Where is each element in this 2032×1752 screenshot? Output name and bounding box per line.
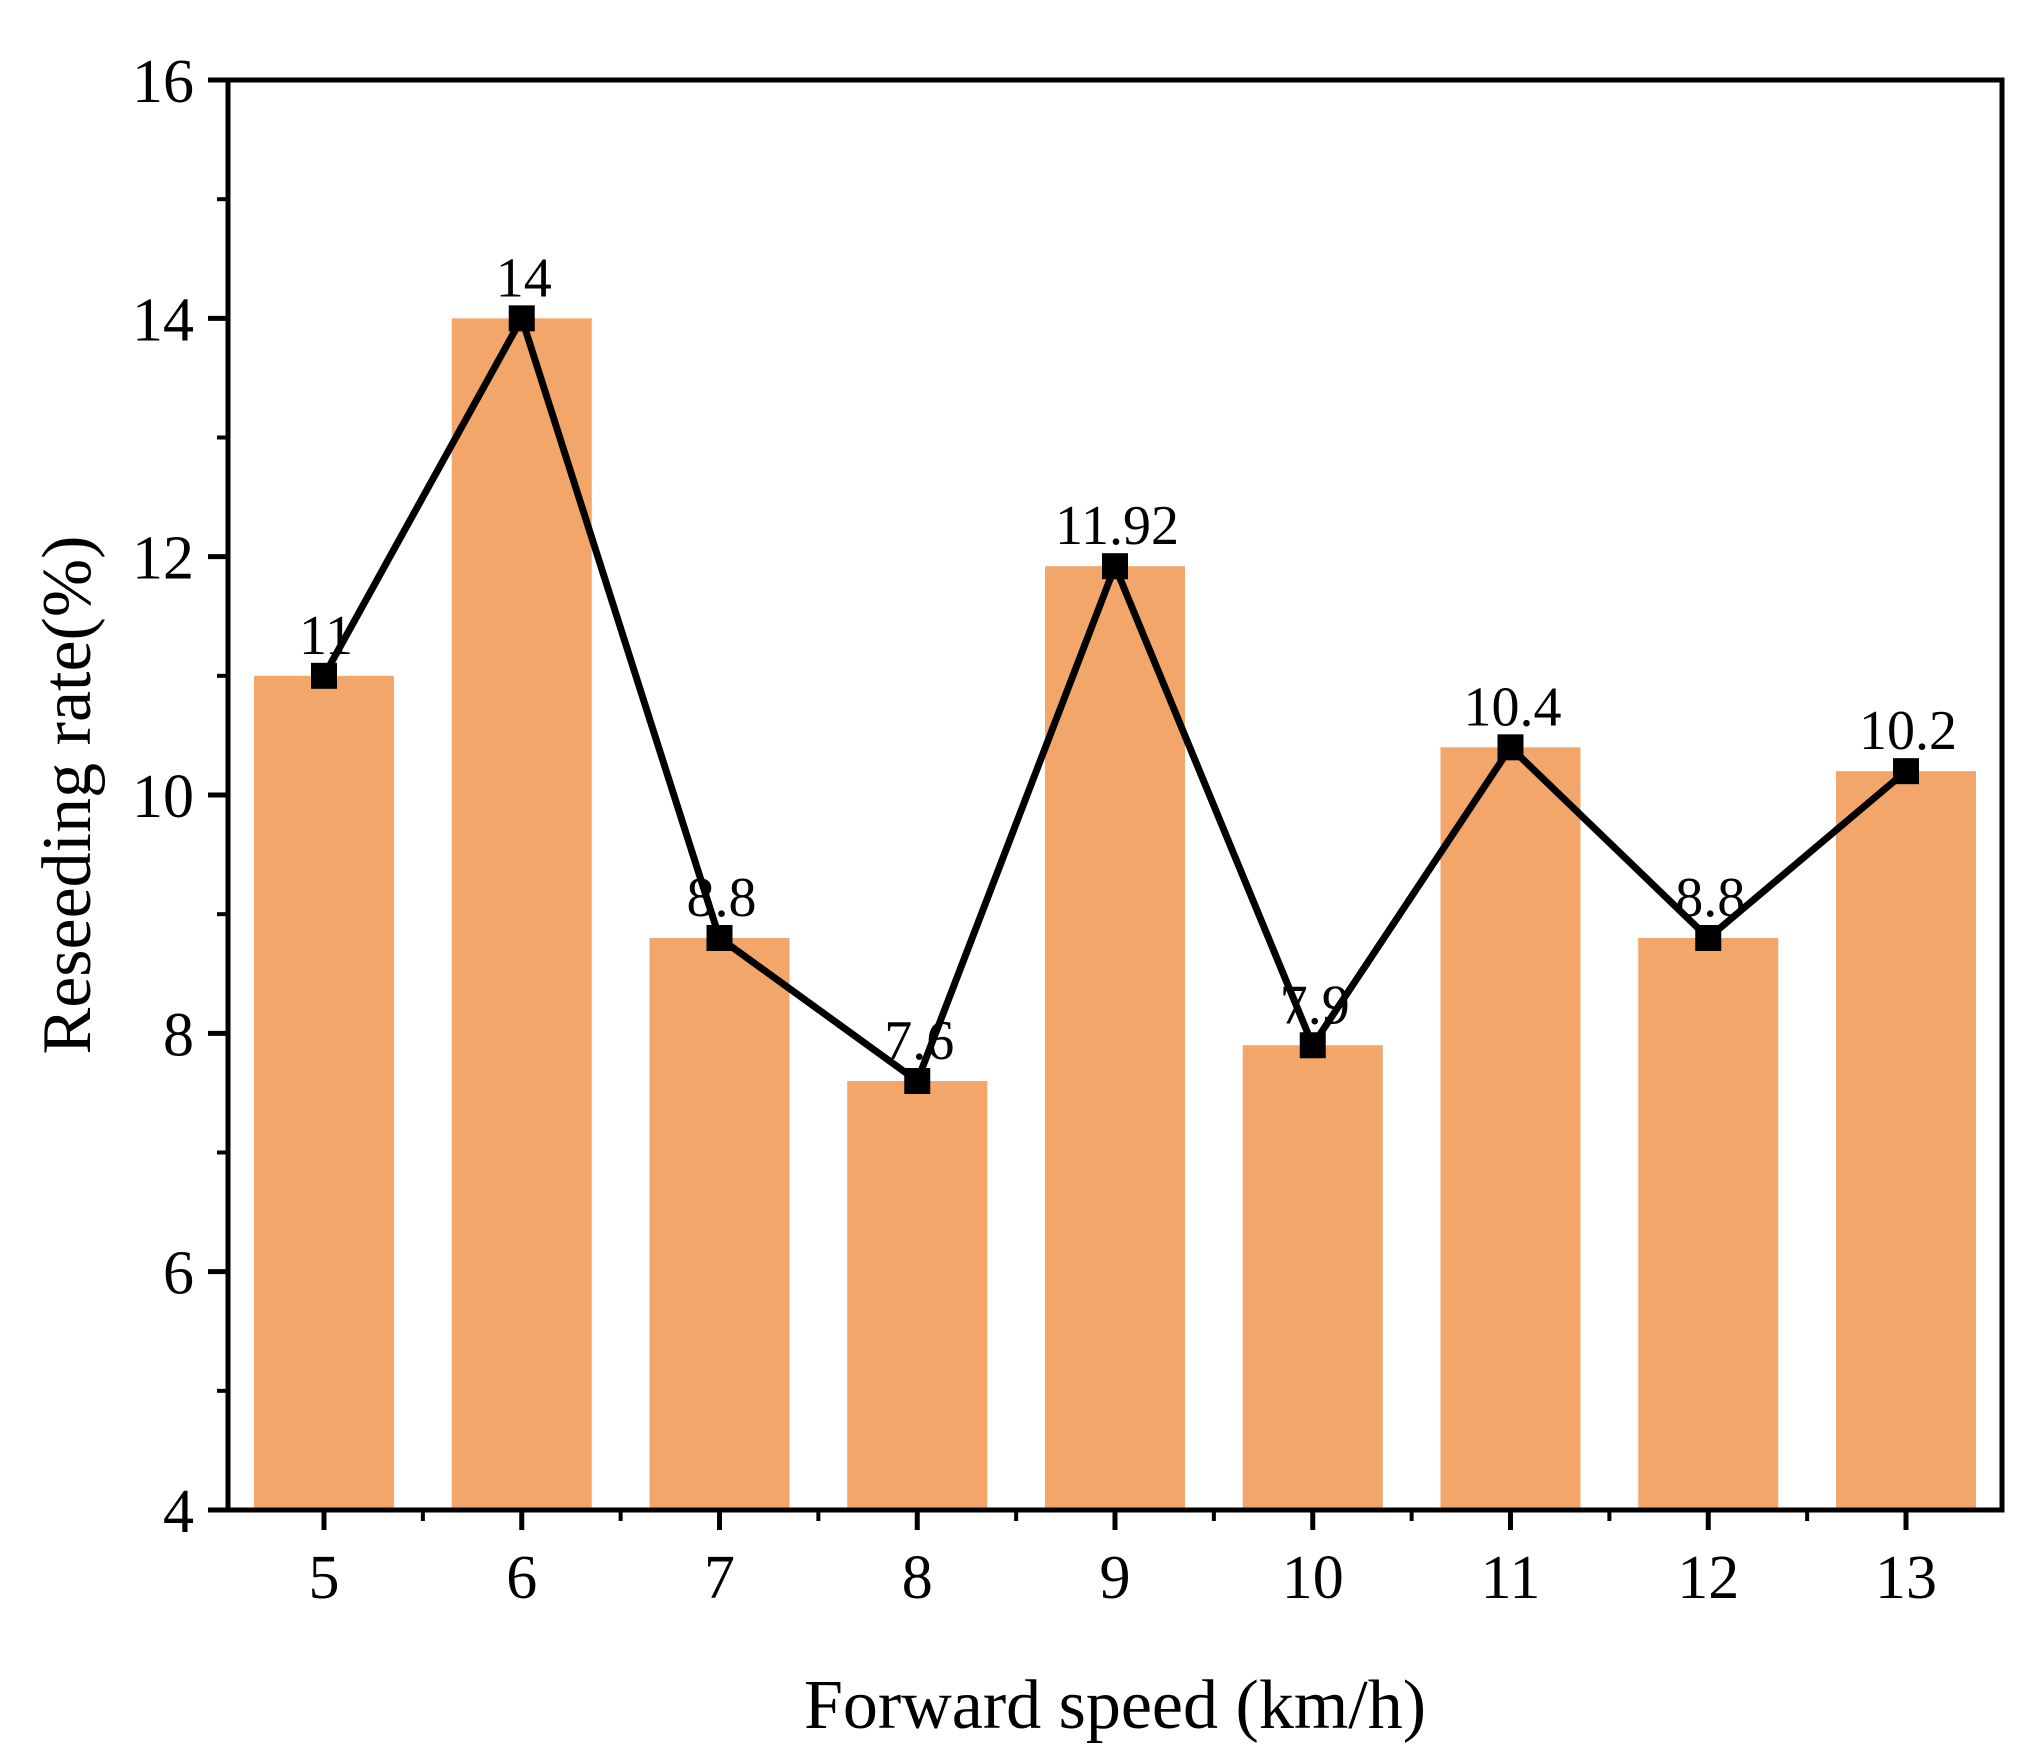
bar-7 [649, 938, 790, 1510]
bar-11 [1440, 747, 1581, 1510]
x-axis-title: Forward speed (km/h) [804, 1667, 1426, 1744]
x-tick-label-7: 7 [704, 1544, 735, 1612]
marker-12 [1695, 925, 1722, 951]
marker-7 [706, 925, 733, 951]
x-tick-label-11: 11 [1481, 1544, 1541, 1612]
y-tick-label-6: 6 [163, 1240, 194, 1308]
x-tick-label-8: 8 [902, 1544, 933, 1612]
data-label-6: 14 [496, 247, 552, 309]
data-label-5: 11 [299, 605, 353, 667]
y-tick-label-4: 4 [163, 1478, 194, 1546]
bar-13 [1836, 771, 1976, 1510]
marker-13 [1893, 758, 1919, 785]
data-label-13: 10.2 [1859, 700, 1957, 762]
y-tick-label-8: 8 [163, 1001, 194, 1069]
marker-5 [311, 662, 337, 689]
y-tick-label-14: 14 [132, 286, 194, 354]
marker-11 [1497, 734, 1524, 761]
x-tick-label-6: 6 [506, 1544, 537, 1612]
x-tick-label-9: 9 [1100, 1544, 1131, 1612]
x-tick-label-10: 10 [1282, 1544, 1344, 1612]
y-axis: 4 6 8 10 12 14 16 [132, 48, 228, 1546]
y-tick-label-16: 16 [132, 48, 194, 116]
bar-6 [451, 318, 592, 1510]
x-axis: 5 6 7 8 9 10 11 12 13 [309, 1510, 1937, 1612]
y-tick-label-12: 12 [132, 525, 194, 593]
x-tick-label-12: 12 [1677, 1544, 1739, 1612]
marker-9 [1102, 553, 1128, 580]
marker-6 [508, 305, 535, 332]
data-labels-layer: 11 14 8.8 7.6 11.92 7.9 10.4 8.8 10.2 [299, 247, 1957, 1072]
y-tick-label-10: 10 [132, 763, 194, 831]
markers-layer [311, 305, 1919, 1094]
y-axis-title: Reseeding rate(%) [29, 536, 106, 1055]
x-tick-label-13: 13 [1875, 1544, 1937, 1612]
data-label-9: 11.92 [1055, 495, 1179, 557]
x-tick-label-5: 5 [309, 1544, 340, 1612]
data-label-8: 7.6 [884, 1010, 954, 1072]
bar-5 [254, 675, 394, 1510]
bar-8 [847, 1081, 988, 1510]
bar-9 [1045, 566, 1185, 1510]
bars-layer [254, 318, 1976, 1510]
bar-10 [1242, 1045, 1383, 1510]
bar-12 [1638, 938, 1779, 1510]
data-label-10: 7.9 [1280, 974, 1350, 1036]
data-label-12: 8.8 [1675, 867, 1745, 929]
data-label-7: 8.8 [687, 867, 757, 929]
marker-8 [904, 1068, 931, 1094]
data-label-11: 10.4 [1464, 676, 1562, 738]
marker-10 [1299, 1032, 1326, 1059]
